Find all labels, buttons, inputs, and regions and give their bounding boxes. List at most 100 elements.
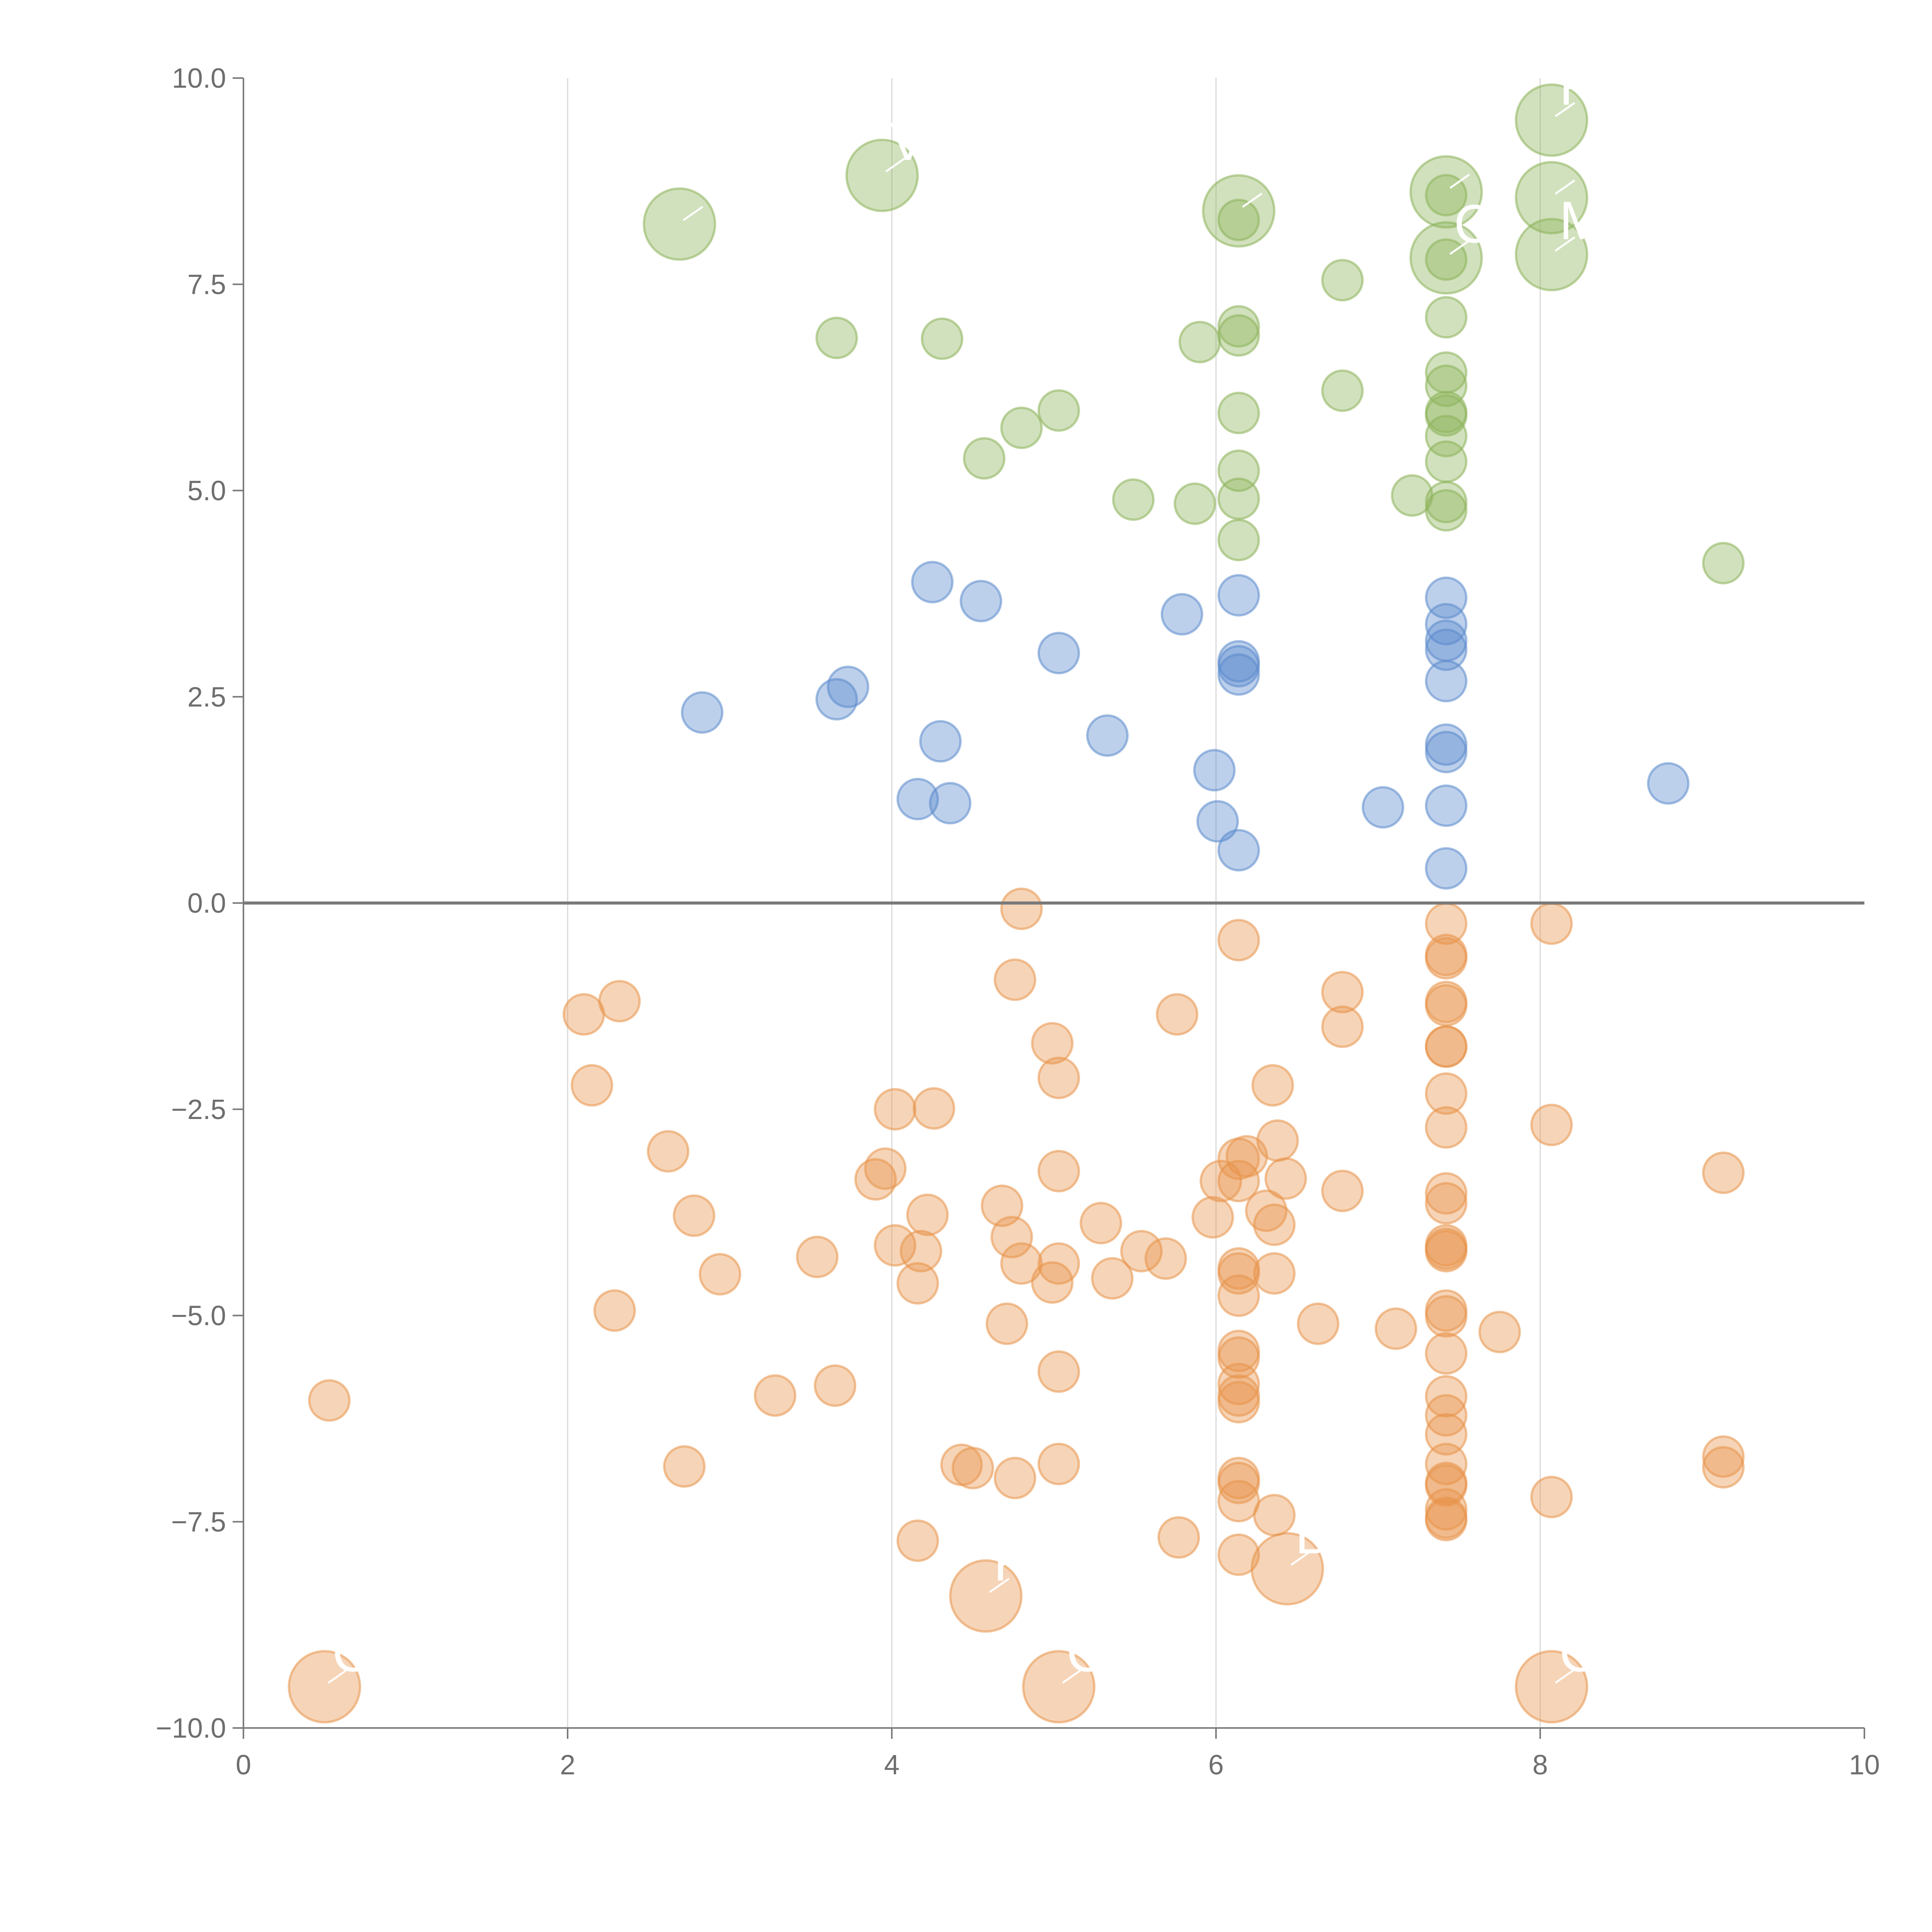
orange-data-point xyxy=(993,1457,1036,1500)
orange-data-point xyxy=(1530,1104,1573,1146)
orange-data-point xyxy=(1037,1150,1080,1192)
blue-data-point xyxy=(815,678,858,721)
blue-data-point xyxy=(1086,714,1129,757)
orange-data-point xyxy=(1217,1274,1260,1317)
orange-data-point xyxy=(1253,1203,1296,1246)
green-data-point xyxy=(1217,391,1260,434)
green-data-point xyxy=(1217,305,1260,348)
blue-data-point xyxy=(1425,660,1468,702)
blue-data-point xyxy=(1217,574,1260,617)
highlighted-data-point xyxy=(1409,155,1483,229)
orange-data-point xyxy=(1425,1464,1468,1507)
orange-data-point xyxy=(1217,1362,1260,1405)
orange-data-point xyxy=(1157,1516,1200,1559)
orange-data-point xyxy=(1037,1350,1080,1393)
orange-data-point xyxy=(673,1194,716,1237)
orange-data-point xyxy=(1156,993,1199,1036)
orange-data-point xyxy=(647,1130,690,1173)
orange-data-point xyxy=(900,1230,942,1272)
orange-data-point xyxy=(598,980,641,1023)
label-leader-line xyxy=(1242,192,1263,208)
orange-data-point xyxy=(1321,1005,1364,1048)
highlighted-data-point xyxy=(1515,161,1588,235)
orange-data-point xyxy=(1702,1446,1745,1489)
orange-data-point xyxy=(1217,1461,1260,1504)
orange-data-point xyxy=(796,1235,839,1278)
green-data-point xyxy=(815,316,858,359)
green-data-point xyxy=(1321,259,1364,302)
blue-data-point xyxy=(911,561,954,604)
y-tick-label: −7.5 xyxy=(171,1507,226,1537)
blue-data-point xyxy=(1425,603,1468,646)
label-leader-line xyxy=(1554,179,1575,195)
orange-data-point xyxy=(1000,887,1043,930)
y-tick-label: 2.5 xyxy=(187,682,226,713)
label-leader-line xyxy=(683,206,703,221)
highlighted-point-label: M xyxy=(1559,190,1604,251)
green-data-point xyxy=(1112,478,1155,521)
highlighted-data-point xyxy=(1409,221,1483,295)
orange-data-point xyxy=(1530,902,1573,945)
orange-data-point xyxy=(699,1253,742,1296)
orange-data-point xyxy=(1144,1237,1187,1280)
orange-data-point xyxy=(570,1064,613,1107)
orange-data-point xyxy=(906,1194,949,1236)
orange-data-point xyxy=(1217,1533,1260,1576)
blue-data-point xyxy=(929,782,972,825)
orange-data-point xyxy=(1120,1230,1163,1272)
label-leader-line xyxy=(328,1668,349,1684)
y-tick-label: −5.0 xyxy=(171,1301,226,1332)
green-data-point xyxy=(1179,321,1221,364)
x-tick-label: 10 xyxy=(1849,1750,1880,1781)
points-layer xyxy=(287,83,1745,1724)
highlighted-data-point xyxy=(1515,218,1588,291)
orange-data-point xyxy=(1425,1106,1468,1149)
orange-data-point xyxy=(1000,1242,1043,1285)
orange-data-point xyxy=(1199,1160,1242,1202)
blue-data-point xyxy=(1217,829,1260,872)
highlighted-data-point xyxy=(1515,83,1588,157)
orange-data-point xyxy=(1253,1494,1296,1537)
highlighted-data-point xyxy=(845,138,919,212)
label-leader-line xyxy=(1449,173,1470,189)
orange-data-point xyxy=(1425,1230,1468,1272)
x-tick-label: 4 xyxy=(884,1750,900,1781)
orange-data-point xyxy=(990,1216,1033,1259)
green-data-point xyxy=(1425,296,1468,339)
blue-data-point xyxy=(1425,731,1468,774)
blue-data-point xyxy=(1362,786,1405,829)
x-tick-label: 8 xyxy=(1532,1750,1548,1781)
orange-data-point xyxy=(951,1447,994,1490)
blue-data-point xyxy=(681,691,724,734)
orange-data-point xyxy=(864,1147,907,1190)
orange-data-point xyxy=(1425,1025,1468,1068)
orange-data-point xyxy=(1037,1242,1080,1285)
blue-data-point xyxy=(896,777,939,820)
highlighted-data-point xyxy=(1250,1532,1324,1605)
blue-data-point xyxy=(1037,632,1080,675)
orange-data-point xyxy=(1321,1170,1364,1213)
orange-data-point xyxy=(1217,919,1260,962)
green-data-point xyxy=(1425,174,1468,217)
blue-data-point xyxy=(1425,847,1468,890)
blue-data-point xyxy=(1196,800,1239,843)
green-data-point xyxy=(1037,389,1080,432)
x-tick-label: 6 xyxy=(1208,1750,1224,1781)
orange-data-point xyxy=(1217,1252,1260,1295)
green-data-point xyxy=(1173,482,1216,525)
label-leader-line xyxy=(1062,1668,1083,1684)
orange-data-point xyxy=(993,958,1036,1001)
orange-data-point xyxy=(1425,1295,1468,1338)
label-leader-line xyxy=(1449,240,1470,255)
orange-data-point xyxy=(593,1289,636,1332)
orange-data-point xyxy=(1425,1413,1468,1456)
highlighted-point-label: C xyxy=(1559,1622,1598,1683)
label-leader-line xyxy=(1554,236,1575,252)
orange-data-point xyxy=(753,1374,796,1417)
orange-data-point xyxy=(913,1087,956,1130)
orange-data-point xyxy=(1091,1257,1134,1300)
blue-data-point xyxy=(959,580,1002,622)
